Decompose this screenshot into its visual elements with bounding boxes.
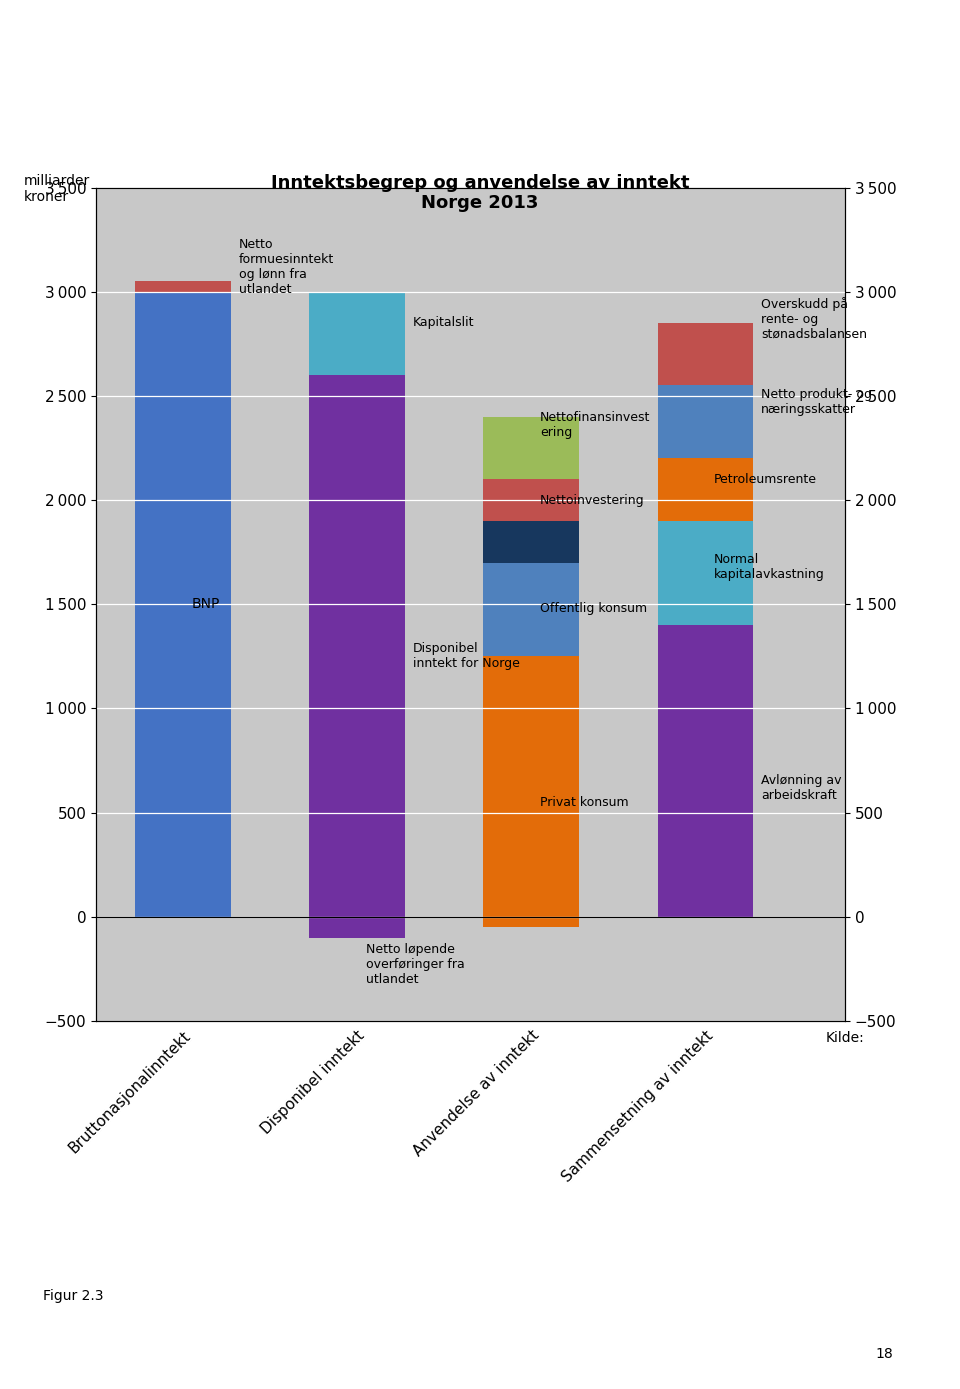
Text: Privat konsum: Privat konsum — [540, 796, 629, 808]
Text: Netto produkt- og
næringsskatter: Netto produkt- og næringsskatter — [761, 388, 873, 417]
Bar — [309, 917, 405, 938]
Text: Disponibel inntekt: Disponibel inntekt — [259, 1028, 368, 1138]
Bar — [309, 292, 405, 375]
Bar — [484, 917, 579, 928]
Text: Normal
kapitalavkastning: Normal kapitalavkastning — [714, 553, 825, 581]
Text: Netto løpende
overføringer fra
utlandet: Netto løpende overføringer fra utlandet — [366, 943, 465, 986]
Text: Nettoinvestering: Nettoinvestering — [540, 493, 645, 507]
Text: milliarder
kroner: milliarder kroner — [24, 174, 90, 204]
Text: Kapitalslit: Kapitalslit — [413, 317, 474, 329]
Text: Bruttonasjonalinntekt: Bruttonasjonalinntekt — [66, 1028, 194, 1156]
Bar — [135, 292, 231, 917]
Bar — [658, 625, 754, 917]
Bar — [484, 479, 579, 521]
Text: Petroleumsrente: Petroleumsrente — [714, 472, 817, 486]
Bar — [658, 521, 754, 625]
Text: Avlønning av
arbeidskraft: Avlønning av arbeidskraft — [761, 774, 842, 801]
Bar — [658, 324, 754, 386]
Text: Offentlig konsum: Offentlig konsum — [540, 601, 647, 615]
Bar — [309, 375, 405, 917]
Text: Nettofinansinvest
ering: Nettofinansinvest ering — [540, 411, 651, 439]
Text: Overskudd på
rente- og
stønadsbalansen: Overskudd på rente- og stønadsbalansen — [761, 297, 867, 340]
Text: 18: 18 — [876, 1347, 893, 1361]
Text: Kilde:: Kilde: — [826, 1031, 864, 1045]
Bar — [658, 458, 754, 521]
Text: Netto
formuesinntekt
og lønn fra
utlandet: Netto formuesinntekt og lønn fra utlande… — [239, 238, 334, 296]
Bar — [135, 281, 231, 292]
Bar — [484, 417, 579, 479]
Bar — [484, 657, 579, 917]
Text: Anvendelse av inntekt: Anvendelse av inntekt — [410, 1028, 542, 1160]
Bar — [658, 386, 754, 458]
Text: Figur 2.3: Figur 2.3 — [43, 1289, 104, 1303]
Bar — [484, 521, 579, 563]
Text: BNP: BNP — [192, 597, 220, 611]
Text: Disponibel
inntekt for Norge: Disponibel inntekt for Norge — [413, 642, 519, 671]
Text: Sammensetning av inntekt: Sammensetning av inntekt — [560, 1028, 716, 1185]
Bar — [484, 563, 579, 657]
Text: Inntektsbegrep og anvendelse av inntekt
Norge 2013: Inntektsbegrep og anvendelse av inntekt … — [271, 174, 689, 213]
